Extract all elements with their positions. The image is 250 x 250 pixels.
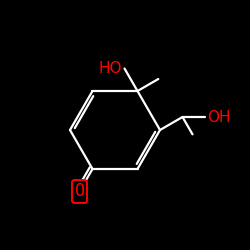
Text: OH: OH [208, 110, 231, 124]
Text: HO: HO [99, 61, 122, 76]
Text: O: O [74, 182, 85, 200]
